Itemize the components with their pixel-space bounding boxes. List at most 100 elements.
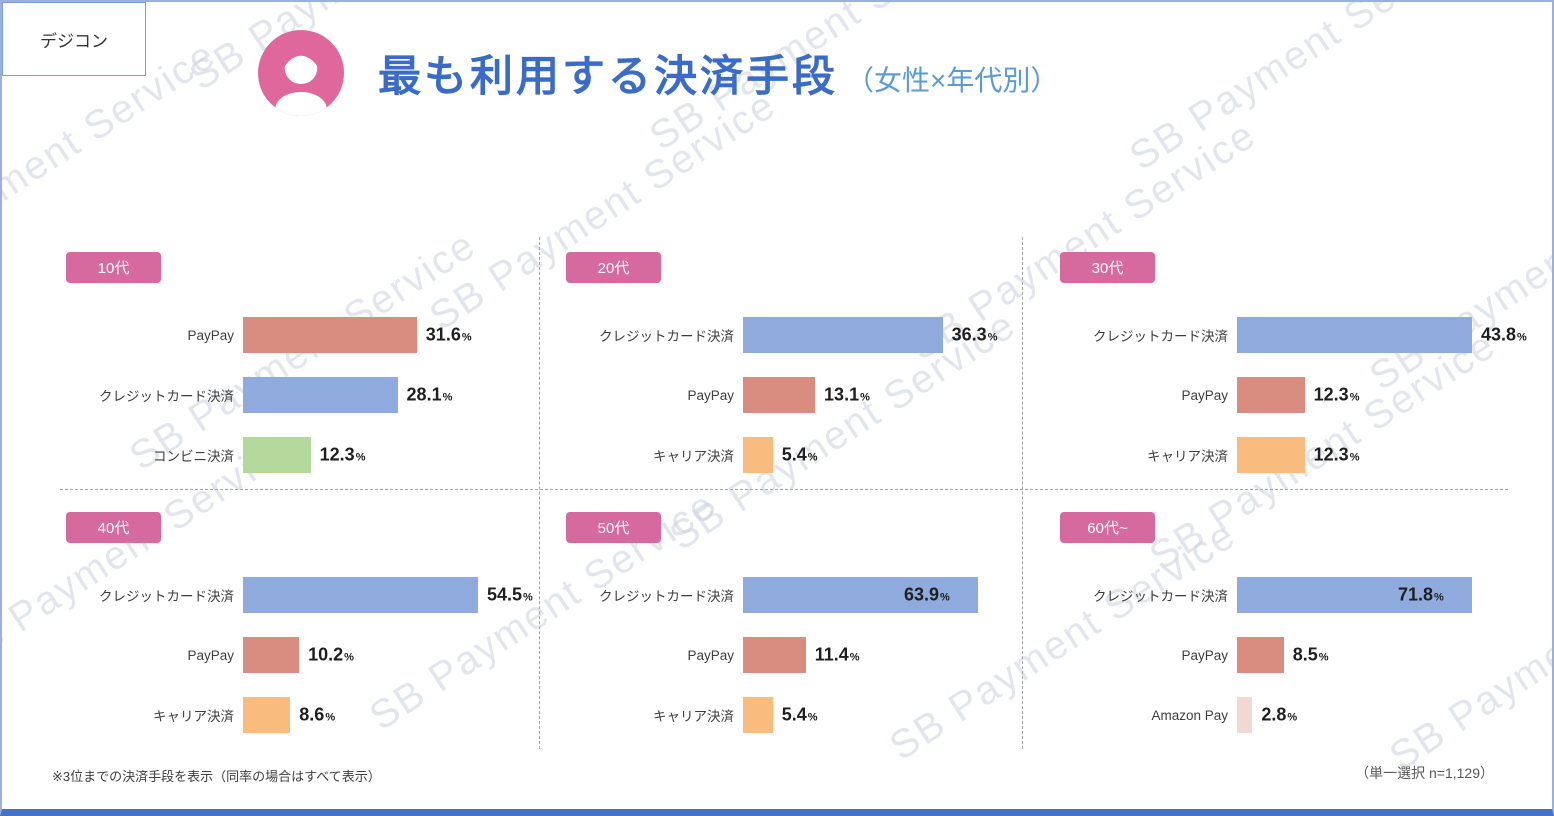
bar-row: キャリア決済 8.6% (66, 685, 538, 745)
page-title: 最も利用する決済手段 (378, 53, 838, 101)
category-label: PayPay (687, 387, 734, 403)
category-label: キャリア決済 (653, 709, 734, 724)
bar (243, 697, 291, 733)
value-label: 10.2% (308, 644, 354, 665)
value-label: 8.6% (299, 704, 336, 725)
bar (743, 697, 773, 733)
bar-track: 12.3% (1237, 377, 1497, 413)
bar-track: 43.8% (1237, 317, 1527, 353)
bar-track: 5.4% (743, 697, 1003, 733)
value-label: 8.5% (1292, 644, 1329, 665)
bar (243, 317, 417, 353)
category-label: クレジットカード決済 (99, 389, 234, 404)
category-label: PayPay (687, 647, 734, 663)
page-subtitle: （女性×年代別） (846, 65, 1059, 96)
bar-track: 13.1% (743, 377, 1003, 413)
column-divider-1 (539, 237, 540, 749)
bar (243, 637, 300, 673)
bar-track: 5.4% (743, 437, 1003, 473)
bar-track: 36.3% (743, 317, 1003, 353)
bar-track: 10.2% (243, 637, 503, 673)
bar-row: クレジットカード決済 63.9% (566, 565, 1038, 625)
category-label: クレジットカード決済 (1093, 589, 1228, 604)
bar-track: 54.5% (243, 577, 533, 613)
bar-row: PayPay 12.3% (1060, 365, 1532, 425)
bar-track: 12.3% (1237, 437, 1497, 473)
age-badge: 10代 (66, 252, 161, 283)
value-label: 54.5% (487, 584, 533, 605)
watermark-text: SB Payment Service (1122, 2, 1484, 179)
bar-row: コンビニ決済 12.3% (66, 425, 538, 485)
female-avatar-icon (258, 30, 344, 116)
age-badge: 50代 (566, 512, 661, 543)
panel-50代: 50代クレジットカード決済 63.9% PayPay 11.4% キャリア決済 5.4% (566, 512, 1038, 745)
value-label: 12.3% (1313, 384, 1360, 405)
bar (1237, 317, 1472, 353)
bar-track: 8.5% (1237, 637, 1497, 673)
category-label: PayPay (1181, 647, 1228, 663)
bar (1237, 697, 1253, 733)
panel-40代: 40代クレジットカード決済 54.5% PayPay 10.2% キャリア決済 8.6% (66, 512, 538, 745)
value-label: 12.3% (319, 444, 366, 465)
bar-track: 12.3% (243, 437, 503, 473)
age-badge: 40代 (66, 512, 161, 543)
footnote-left: ※3位までの決済手段を表示（同率の場合はすべて表示） (52, 769, 381, 784)
bar-row: キャリア決済 12.3% (1060, 425, 1532, 485)
value-label: 5.4% (781, 704, 818, 725)
bar-track: 63.9% (743, 577, 1003, 613)
corner-label: デジコン (40, 31, 108, 51)
category-label: キャリア決済 (153, 709, 234, 724)
category-label: コンビニ決済 (153, 449, 234, 464)
bar-track: 2.8% (1237, 697, 1497, 733)
bar-track: 8.6% (243, 697, 503, 733)
value-label: 71.8% (1398, 584, 1444, 605)
bar-row: クレジットカード決済 71.8% (1060, 565, 1532, 625)
bar-row: PayPay 10.2% (66, 625, 538, 685)
bar (1237, 437, 1305, 473)
bar (1237, 577, 1472, 613)
bar-row: キャリア決済 5.4% (566, 425, 1038, 485)
category-label: クレジットカード決済 (1093, 329, 1228, 344)
bar-row: クレジットカード決済 43.8% (1060, 305, 1532, 365)
panel-30代: 30代 クレジットカード決済 43.8% PayPay 12.3% キャリア決済 12.3% (1060, 252, 1532, 485)
category-label: PayPay (187, 327, 234, 343)
value-label: 36.3% (951, 324, 998, 345)
bar (743, 577, 978, 613)
category-label: キャリア決済 (653, 449, 734, 464)
age-badge: 60代~ (1060, 512, 1155, 543)
bar (1237, 377, 1305, 413)
category-label: クレジットカード決済 (599, 589, 734, 604)
bar-track: 71.8% (1237, 577, 1497, 613)
bar (243, 577, 478, 613)
age-badge: 30代 (1060, 252, 1155, 283)
category-label: クレジットカード決済 (599, 329, 734, 344)
value-label: 13.1% (824, 384, 870, 405)
bar-row: PayPay 13.1% (566, 365, 1038, 425)
category-label: クレジットカード決済 (99, 589, 234, 604)
bar-track: 11.4% (743, 637, 1003, 673)
bar-track: 28.1% (243, 377, 503, 413)
column-divider-2 (1022, 237, 1023, 749)
bar (243, 437, 311, 473)
bar (1237, 637, 1284, 673)
value-label: 31.6% (425, 324, 472, 345)
bar-row: キャリア決済 5.4% (566, 685, 1038, 745)
value-label: 63.9% (904, 584, 950, 605)
panel-10代: 10代 PayPay 31.6% クレジットカード決済 28.1% コンビニ決済 12.3% (66, 252, 538, 485)
category-label: PayPay (187, 647, 234, 663)
bar-row: クレジットカード決済 36.3% (566, 305, 1038, 365)
bar-row: PayPay 8.5% (1060, 625, 1532, 685)
bar (743, 317, 943, 353)
bar-row: PayPay 11.4% (566, 625, 1038, 685)
value-label: 12.3% (1313, 444, 1360, 465)
panel-20代: 20代 クレジットカード決済 36.3% PayPay 13.1% キャリア決済 5.4% (566, 252, 1038, 485)
value-label: 11.4% (814, 644, 860, 665)
bar (743, 637, 806, 673)
bar-row: PayPay 31.6% (66, 305, 538, 365)
category-label: PayPay (1181, 387, 1228, 403)
bar-track: 31.6% (243, 317, 503, 353)
bar-row: クレジットカード決済 28.1% (66, 365, 538, 425)
value-label: 28.1% (406, 384, 453, 405)
panel-60代~: 60代~ クレジットカード決済 71.8% PayPay 8.5% Amazon Pay 2… (1060, 512, 1532, 745)
